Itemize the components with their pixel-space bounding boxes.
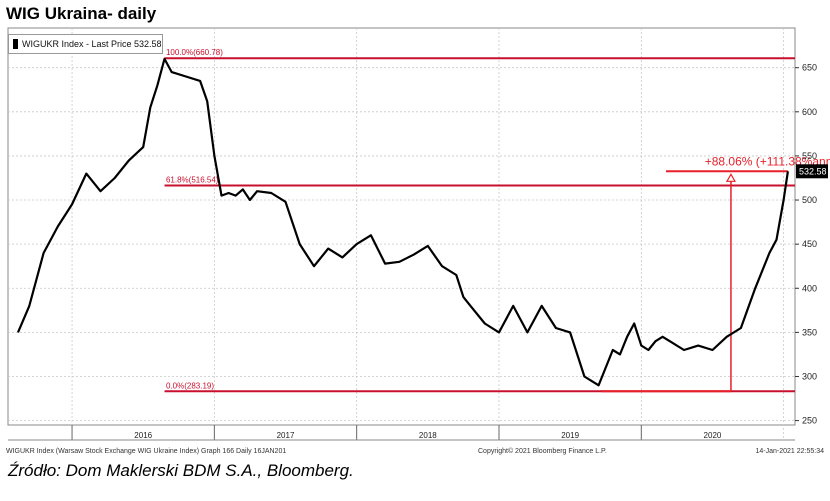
y-tick-label: 450 bbox=[802, 239, 817, 249]
last-price-tag bbox=[796, 164, 828, 179]
y-tick-label: 650 bbox=[802, 63, 817, 73]
fibonacci-levels: 100.0%(660.78) 61.8%(516.54) 0.0%(283.19) bbox=[164, 48, 795, 393]
plot-frame bbox=[7, 27, 796, 426]
fib-level-label: 61.8%(516.54) bbox=[166, 175, 219, 184]
y-axis: 250 300 350 400 450 500 550 600 650 532.58 bbox=[795, 63, 828, 426]
source-note: Źródło: Dom Maklerski BDM S.A., Bloomber… bbox=[8, 461, 354, 480]
y-tick-label: 350 bbox=[802, 327, 817, 337]
gain-annotation: +88.06% (+111.38%ann.) bbox=[601, 154, 830, 393]
price-series bbox=[16, 57, 789, 387]
y-tick-label: 250 bbox=[802, 416, 817, 426]
line-chart: 100.0%(660.78)61.8%(516.54)0.0%(283.19) … bbox=[7, 27, 830, 441]
fib-level-label: 100.0%(660.78) bbox=[166, 48, 223, 57]
footer-description: WIGUKR Index (Warsaw Stock Exchange WIG … bbox=[6, 448, 287, 455]
fib-level-label: 0.0%(283.19) bbox=[166, 381, 214, 390]
y-tick-label: 300 bbox=[802, 371, 817, 381]
chart-title: WIG Ukraina- daily bbox=[6, 4, 157, 23]
y-tick-label: 400 bbox=[802, 283, 817, 293]
x-tick-label: 2019 bbox=[561, 431, 579, 440]
x-tick-label: 2017 bbox=[277, 431, 295, 440]
y-tick-label: 600 bbox=[802, 107, 817, 117]
last-price-label: 532.58 bbox=[799, 166, 827, 176]
footer-copyright: Copyright© 2021 Bloomberg Finance L.P. bbox=[478, 448, 607, 455]
chart-legend: WIGUKR Index - Last Price 532.58 bbox=[8, 34, 163, 54]
price-line bbox=[16, 57, 789, 387]
y-tick-label: 500 bbox=[802, 195, 817, 205]
legend-swatch bbox=[13, 39, 18, 49]
x-tick-label: 2020 bbox=[704, 431, 722, 440]
annotation-arrow-head bbox=[725, 173, 736, 182]
x-axis: 2016 2017 2018 2019 2020 bbox=[8, 425, 795, 441]
legend-label: WIGUKR Index - Last Price 532.58 bbox=[22, 39, 162, 49]
x-tick-label: 2018 bbox=[419, 431, 437, 440]
footer-timestamp: 14-Jan-2021 22:55:34 bbox=[755, 448, 825, 455]
gridlines bbox=[7, 27, 796, 440]
x-tick-label: 2016 bbox=[134, 431, 152, 440]
y-tick-label: 550 bbox=[802, 151, 817, 161]
